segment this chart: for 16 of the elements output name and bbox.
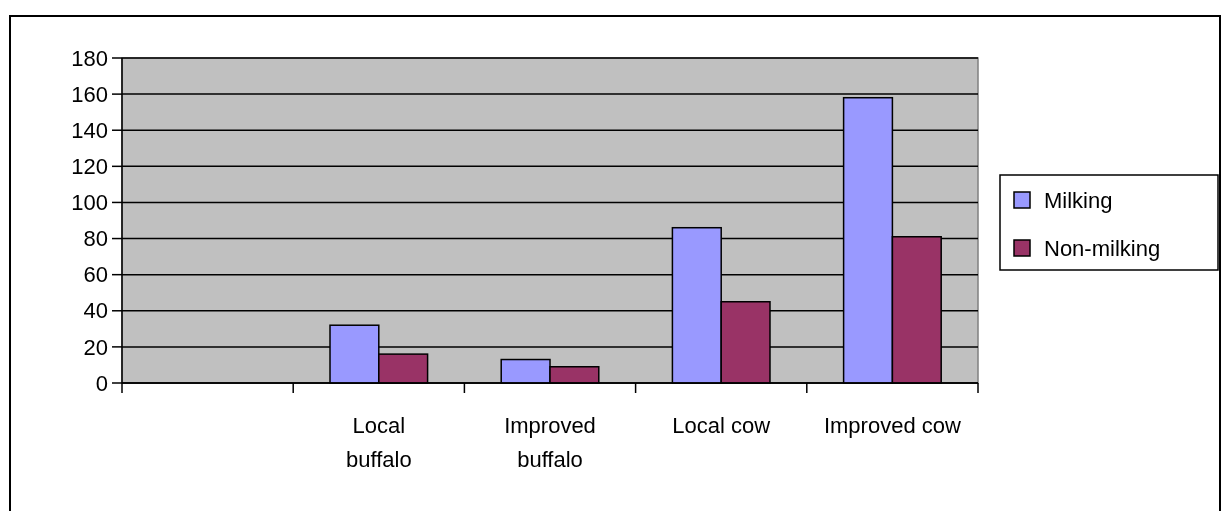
x-tick-label: Local cow xyxy=(672,413,771,438)
legend-label: Milking xyxy=(1044,187,1113,213)
legend-label: Non-milking xyxy=(1044,235,1161,261)
y-tick-label: 100 xyxy=(71,190,108,216)
y-tick-label: 140 xyxy=(71,117,108,143)
y-tick-label: 60 xyxy=(83,262,108,288)
y-tick-label: 80 xyxy=(83,226,108,252)
x-tick-label: Local buffalo xyxy=(345,413,412,472)
y-tick-label: 160 xyxy=(71,81,108,107)
y-tick-label: 20 xyxy=(83,334,108,360)
y-tick-label: 0 xyxy=(95,370,108,396)
x-tick-label: Improved buffalo xyxy=(504,413,596,472)
y-tick-label: 180 xyxy=(71,45,108,71)
y-tick-label: 40 xyxy=(83,298,108,324)
y-tick-label: 120 xyxy=(71,154,108,180)
x-tick-label: Improved cow xyxy=(823,413,961,438)
